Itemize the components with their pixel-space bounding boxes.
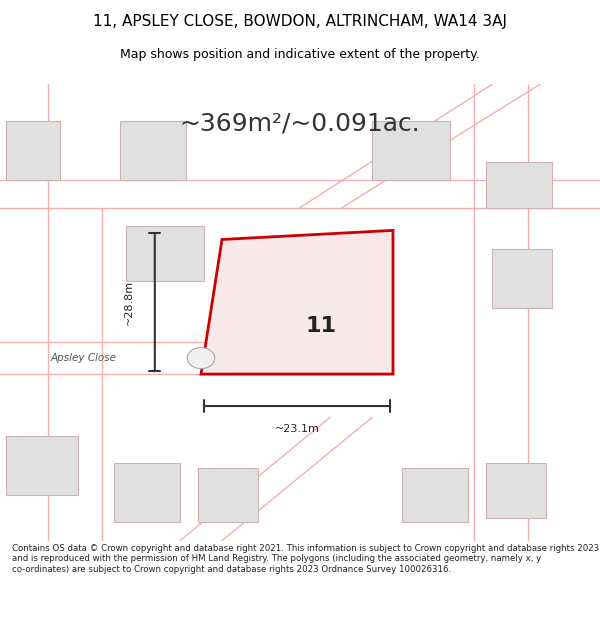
Bar <box>6 436 78 495</box>
Bar <box>258 285 348 354</box>
Bar <box>486 463 546 518</box>
Circle shape <box>187 348 215 369</box>
Text: ~369m²/~0.091ac.: ~369m²/~0.091ac. <box>179 111 421 135</box>
Text: Apsley Close: Apsley Close <box>51 353 117 363</box>
Bar <box>126 226 204 281</box>
Bar <box>6 121 60 180</box>
Text: Map shows position and indicative extent of the property.: Map shows position and indicative extent… <box>120 48 480 61</box>
Text: 11: 11 <box>305 316 337 336</box>
Bar <box>372 121 450 180</box>
Bar <box>198 468 258 522</box>
Text: ~28.8m: ~28.8m <box>124 279 134 325</box>
Text: ~23.1m: ~23.1m <box>275 424 319 434</box>
Bar <box>486 162 552 208</box>
Polygon shape <box>201 231 393 374</box>
Text: 11, APSLEY CLOSE, BOWDON, ALTRINCHAM, WA14 3AJ: 11, APSLEY CLOSE, BOWDON, ALTRINCHAM, WA… <box>93 14 507 29</box>
Bar <box>114 463 180 522</box>
Bar <box>402 468 468 522</box>
Bar <box>120 121 186 180</box>
Text: Contains OS data © Crown copyright and database right 2021. This information is : Contains OS data © Crown copyright and d… <box>12 544 599 574</box>
Bar <box>492 249 552 308</box>
